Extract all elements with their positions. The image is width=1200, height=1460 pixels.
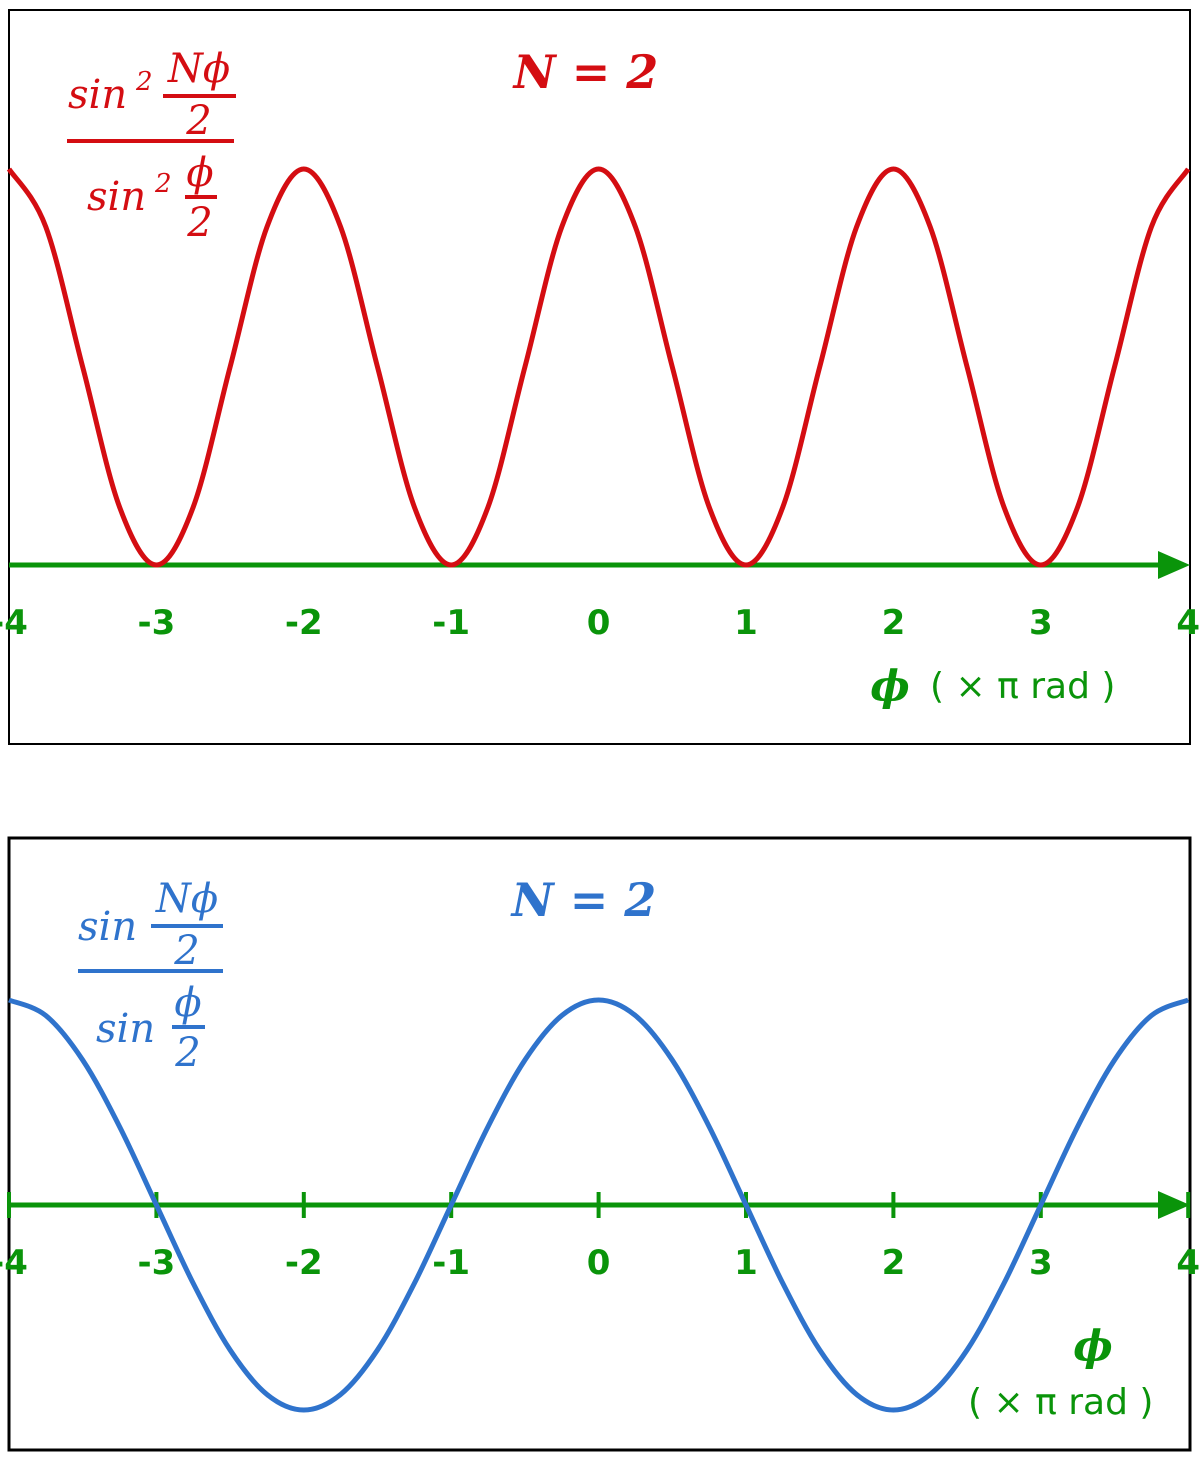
bottom-den-arg-bottom: 2 xyxy=(174,1030,200,1076)
bottom-tick-label: -2 xyxy=(285,1243,323,1283)
bottom-den-arg-line xyxy=(172,1025,205,1029)
bottom-formula: sin Nϕ 2 sin ϕ 2 xyxy=(78,876,223,1076)
bottom-tick-label: 2 xyxy=(882,1243,906,1283)
bottom-tick-label: -1 xyxy=(432,1243,470,1283)
top-tick-label: -1 xyxy=(432,603,470,643)
top-axis-arrow-icon xyxy=(1158,551,1190,579)
bottom-fraction-line xyxy=(78,969,223,973)
top-tick-label: 0 xyxy=(587,603,611,643)
bottom-den-fn: sin xyxy=(96,1006,155,1052)
bottom-den-arg-top: ϕ xyxy=(174,980,201,1026)
top-fraction-line xyxy=(67,139,234,143)
top-num-fn: sin xyxy=(68,72,127,118)
top-title: N = 2 xyxy=(512,45,659,99)
bottom-axis-arrow-icon xyxy=(1158,1191,1190,1219)
bottom-chart: -4 -3 -2 -1 0 1 2 3 4 sin Nϕ 2 sin ϕ 2 N = 2 ϕ (… xyxy=(0,836,1200,1452)
bottom-tick-label: 3 xyxy=(1029,1243,1053,1283)
top-den-arg-bottom: 2 xyxy=(186,200,212,246)
bottom-title: N = 2 xyxy=(510,873,657,927)
bottom-tick-label: -3 xyxy=(138,1243,176,1283)
bottom-num-arg-bottom: 2 xyxy=(173,928,199,974)
top-tick-label: 3 xyxy=(1029,603,1053,643)
top-xlabel-symbol: ϕ xyxy=(870,661,910,710)
bottom-tick-label: 0 xyxy=(587,1243,611,1283)
top-tick-label: 4 xyxy=(1176,603,1200,643)
top-frame xyxy=(8,9,1191,745)
top-curve xyxy=(6,166,1191,568)
bottom-num-arg-line xyxy=(151,924,223,928)
top-formula: sin 2 Nϕ 2 sin 2 ϕ 2 xyxy=(67,46,236,246)
bottom-num-arg-top: Nϕ xyxy=(155,876,218,922)
top-num-arg-line xyxy=(163,94,236,98)
top-tick-label: -3 xyxy=(138,603,176,643)
top-den-exp: 2 xyxy=(154,169,172,199)
top-num-arg-top: Nϕ xyxy=(167,46,230,92)
top-tick-label: 1 xyxy=(734,603,758,643)
top-den-arg-line xyxy=(185,195,217,199)
bottom-xlabel-unit: ( × π rad ) xyxy=(968,1382,1153,1423)
top-tick-label: 2 xyxy=(882,603,906,643)
bottom-frame xyxy=(7,836,1192,1452)
top-xlabel-unit: ( × π rad ) xyxy=(930,666,1115,707)
bottom-curve xyxy=(8,997,1190,1413)
top-num-exp: 2 xyxy=(135,67,153,97)
bottom-xlabel-symbol: ϕ xyxy=(1073,1321,1113,1370)
top-chart: -4 -3 -2 -1 0 1 2 3 4 sin 2 Nϕ 2 sin 2 ϕ 2 N = 2… xyxy=(0,9,1200,745)
top-tick-label: -4 xyxy=(0,603,28,643)
bottom-tick-label: -4 xyxy=(0,1243,28,1283)
top-den-fn: sin xyxy=(87,174,146,220)
top-num-arg-bottom: 2 xyxy=(185,98,211,144)
bottom-tick-label: 1 xyxy=(734,1243,758,1283)
bottom-tick-label: 4 xyxy=(1176,1243,1200,1283)
top-plot-area: -4 -3 -2 -1 0 1 2 3 4 xyxy=(0,166,1200,643)
bottom-plot-area: -4 -3 -2 -1 0 1 2 3 4 xyxy=(0,997,1200,1413)
top-den-arg-top: ϕ xyxy=(186,150,213,196)
top-tick-label: -2 xyxy=(285,603,323,643)
bottom-num-fn: sin xyxy=(78,904,137,950)
